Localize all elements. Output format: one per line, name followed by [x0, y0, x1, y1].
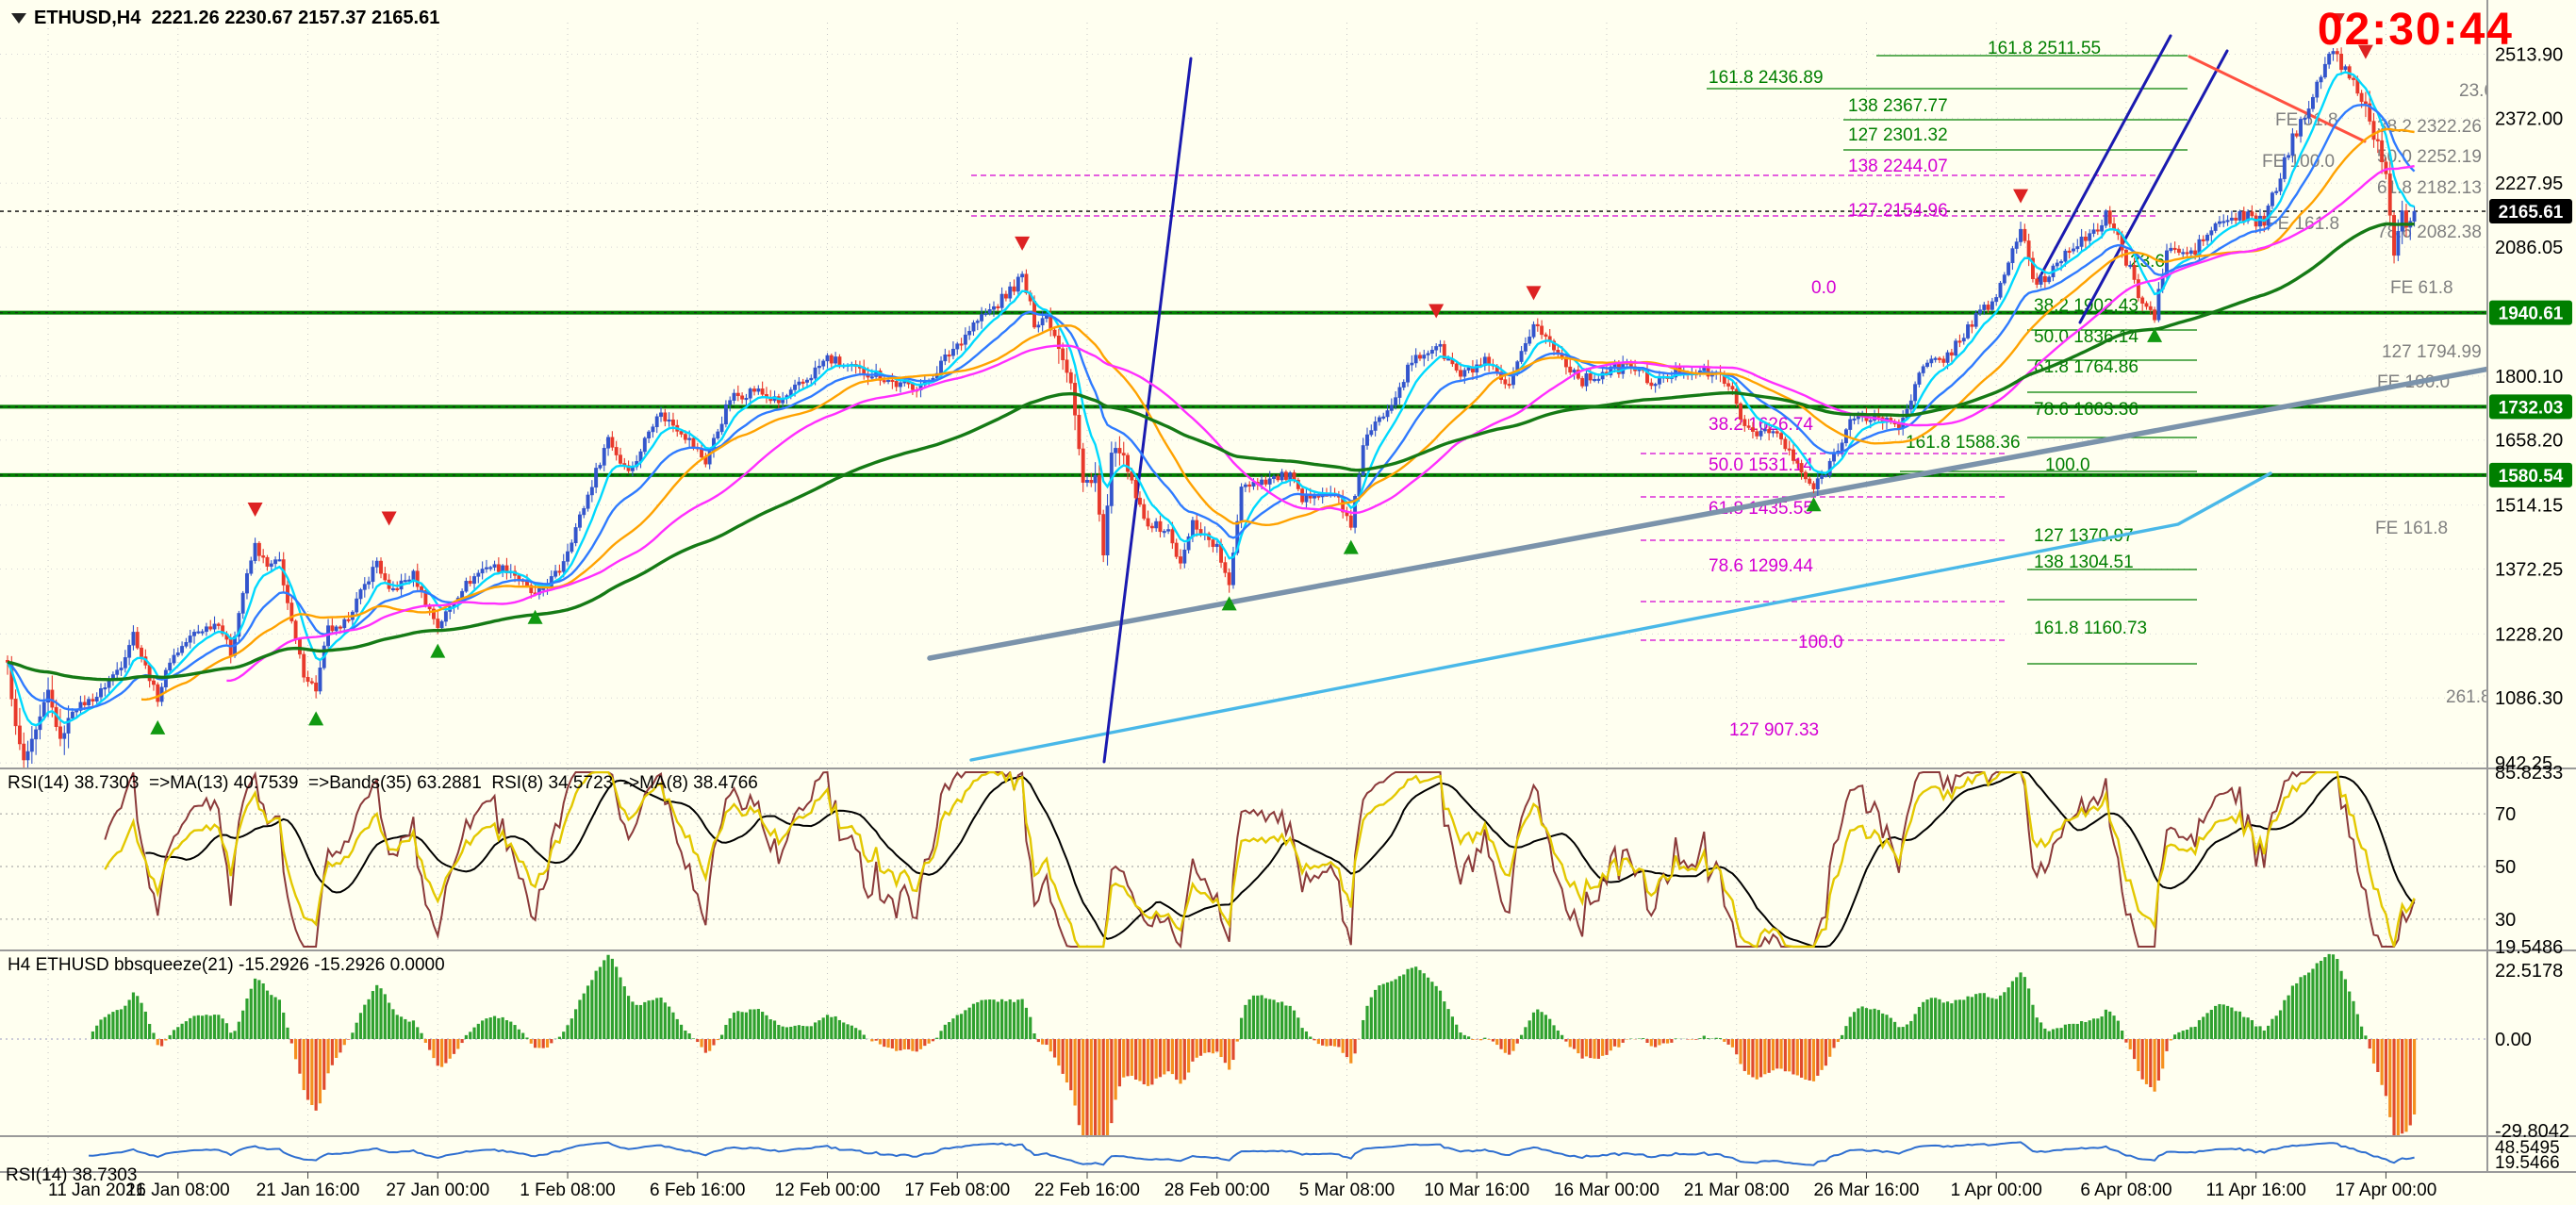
svg-text:50.0 2252.19: 50.0 2252.19 [2377, 147, 2482, 167]
svg-text:17 Feb 08:00: 17 Feb 08:00 [904, 1180, 1010, 1200]
svg-text:FE 161.8: FE 161.8 [2375, 519, 2448, 538]
signal-markers [150, 13, 2373, 735]
svg-text:17 Apr 00:00: 17 Apr 00:00 [2336, 1180, 2437, 1200]
svg-text:27 Jan 00:00: 27 Jan 00:00 [386, 1180, 489, 1200]
svg-text:2513.90: 2513.90 [2495, 45, 2563, 66]
svg-text:21 Jan 16:00: 21 Jan 16:00 [256, 1180, 360, 1200]
svg-text:FE 61.8: FE 61.8 [2390, 278, 2453, 298]
svg-text:50.0 1531.14: 50.0 1531.14 [1709, 455, 1813, 475]
svg-text:1940.61: 1940.61 [2499, 305, 2564, 324]
svg-text:0.0: 0.0 [1811, 278, 1836, 298]
svg-text:1580.54: 1580.54 [2499, 467, 2564, 487]
svg-text:70: 70 [2495, 804, 2516, 825]
svg-text:11 Jan 2021: 11 Jan 2021 [48, 1180, 145, 1200]
svg-text:-29.8042: -29.8042 [2495, 1121, 2569, 1142]
svg-text:23.6: 23.6 [2459, 81, 2494, 101]
svg-text:127 2154.96: 127 2154.96 [1848, 201, 1948, 221]
pane-separators [0, 0, 2576, 1173]
svg-text:FE 61.8: FE 61.8 [2275, 110, 2338, 130]
svg-text:100.0: 100.0 [2045, 455, 2090, 475]
MA-blue [7, 103, 2416, 711]
svg-text:22 Feb 16:00: 22 Feb 16:00 [1034, 1180, 1140, 1200]
rsi-lines [0, 771, 2487, 949]
svg-text:50.0 1836.14: 50.0 1836.14 [2034, 327, 2138, 347]
svg-text:22.5178: 22.5178 [2495, 961, 2563, 982]
svg-text:1732.03: 1732.03 [2499, 398, 2564, 418]
svg-text:127 1794.99: 127 1794.99 [2382, 342, 2482, 362]
svg-text:19.5486: 19.5486 [2495, 937, 2563, 958]
fibonacci-overlay: 161.8 2511.55 161.8 2436.89 138 2367.77 127… [971, 39, 2494, 740]
svg-text:138 1304.51: 138 1304.51 [2034, 553, 2134, 572]
svg-text:2086.05: 2086.05 [2495, 238, 2563, 258]
svg-text:127 1370.97: 127 1370.97 [2034, 526, 2134, 546]
svg-text:138 2244.07: 138 2244.07 [1848, 157, 1948, 176]
svg-text:61.8 1435.55: 61.8 1435.55 [1709, 499, 1813, 519]
svg-text:12 Feb 00:00: 12 Feb 00:00 [775, 1180, 881, 1200]
svg-text:50: 50 [2495, 857, 2516, 878]
svg-text:127 907.33: 127 907.33 [1729, 720, 1819, 740]
svg-text:942.25: 942.25 [2495, 753, 2552, 774]
svg-text:5 Mar 08:00: 5 Mar 08:00 [1299, 1180, 1395, 1200]
svg-text:26 Mar 16:00: 26 Mar 16:00 [1813, 1180, 1919, 1200]
svg-text:19.5466: 19.5466 [2495, 1153, 2560, 1173]
svg-text:2227.95: 2227.95 [2495, 173, 2563, 194]
svg-text:6 Apr 08:00: 6 Apr 08:00 [2080, 1180, 2171, 1200]
svg-text:48.5495: 48.5495 [2495, 1138, 2560, 1158]
mini-rsi-label: RSI(14) 38.7303 [6, 1165, 138, 1185]
svg-text:38.2 2322.26: 38.2 2322.26 [2377, 117, 2482, 137]
svg-text:1658.20: 1658.20 [2495, 431, 2563, 452]
squeeze-histogram [0, 953, 2487, 1136]
bbsqueeze-indicator-header: H4 ETHUSD bbsqueeze(21) -15.2926 -15.292… [8, 955, 445, 975]
svg-text:161.8 2511.55: 161.8 2511.55 [1988, 39, 2101, 58]
symbol-dropdown-icon[interactable] [11, 13, 26, 24]
countdown-timer: 02:30:44 [2317, 5, 2514, 55]
svg-text:78.6 1663.36: 78.6 1663.36 [2034, 400, 2138, 420]
svg-text:1086.30: 1086.30 [2495, 688, 2563, 709]
svg-text:2372.00: 2372.00 [2495, 108, 2563, 129]
svg-text:161.8 1160.73: 161.8 1160.73 [2034, 619, 2147, 638]
indicator-axis-labels: 85.8233 70 50 30 19.5486 22.5178 0.00 -29.80424… [2495, 763, 2569, 1173]
svg-text:100.0: 100.0 [1798, 633, 1843, 652]
svg-text:1800.10: 1800.10 [2495, 367, 2563, 388]
symbol-ohlc-header: ETHUSD,H4 2221.26 2230.67 2157.37 2165.6… [34, 8, 440, 28]
svg-text:1 Apr 00:00: 1 Apr 00:00 [1951, 1180, 2042, 1200]
svg-text:85.8233: 85.8233 [2495, 763, 2563, 784]
rsi-indicator-header: RSI(14) 38.7303 =>MA(13) 40.7539 =>Bands… [8, 773, 758, 793]
svg-text:6 Feb 16:00: 6 Feb 16:00 [650, 1180, 745, 1200]
svg-text:30: 30 [2495, 910, 2516, 931]
svg-text:28 Feb 00:00: 28 Feb 00:00 [1164, 1180, 1270, 1200]
svg-text:127 2301.32: 127 2301.32 [1848, 125, 1948, 145]
svg-text:1228.20: 1228.20 [2495, 624, 2563, 645]
svg-text:61.8 2182.13: 61.8 2182.13 [2377, 178, 2482, 198]
svg-text:138 2367.77: 138 2367.77 [1848, 96, 1948, 116]
svg-text:1 Feb 08:00: 1 Feb 08:00 [520, 1180, 615, 1200]
svg-text:11 Apr 16:00: 11 Apr 16:00 [2206, 1180, 2306, 1200]
svg-text:161.8 1588.36: 161.8 1588.36 [1906, 433, 2021, 453]
svg-text:0.00: 0.00 [2495, 1030, 2532, 1050]
mini-rsi-line [89, 1141, 2415, 1166]
price-axis: 2513.90 2372.00 2227.95 2086.05 1800.10 1658.… [2489, 45, 2572, 774]
MA-orange [140, 127, 2415, 702]
svg-text:161.8 2436.89: 161.8 2436.89 [1709, 68, 1824, 88]
svg-text:16 Mar 00:00: 16 Mar 00:00 [1554, 1180, 1660, 1200]
MA-fast-cyan [6, 71, 2415, 727]
svg-text:78.6 1299.44: 78.6 1299.44 [1709, 556, 1813, 576]
MA-magenta [226, 164, 2415, 683]
svg-text:21 Mar 08:00: 21 Mar 08:00 [1684, 1180, 1790, 1200]
horizontal-level-lines [0, 210, 2487, 477]
svg-text:16 Jan 08:00: 16 Jan 08:00 [126, 1180, 230, 1200]
MA-slow-green [7, 222, 2415, 682]
svg-text:261.8: 261.8 [2446, 687, 2491, 707]
svg-text:10 Mar 16:00: 10 Mar 16:00 [1424, 1180, 1529, 1200]
svg-text:1514.15: 1514.15 [2495, 496, 2563, 517]
trendlines [927, 34, 2487, 764]
ma-lines [6, 71, 2416, 727]
svg-text:2165.61: 2165.61 [2499, 203, 2564, 223]
svg-text:1372.25: 1372.25 [2495, 559, 2563, 580]
